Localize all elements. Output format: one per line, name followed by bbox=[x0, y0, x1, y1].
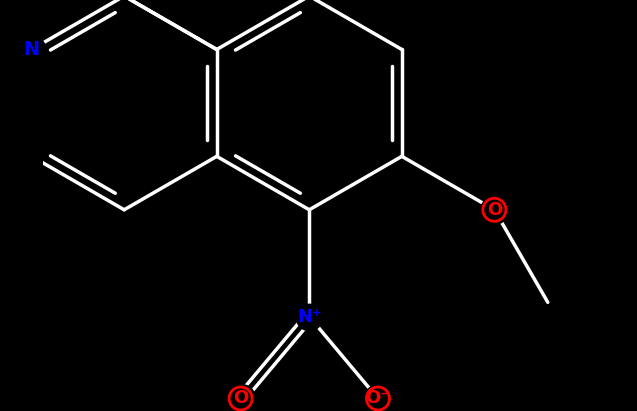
Text: O: O bbox=[487, 201, 502, 219]
Text: N: N bbox=[24, 40, 39, 59]
Text: O⁻: O⁻ bbox=[366, 390, 390, 407]
Text: N⁺: N⁺ bbox=[297, 308, 322, 326]
Text: O: O bbox=[233, 390, 248, 407]
